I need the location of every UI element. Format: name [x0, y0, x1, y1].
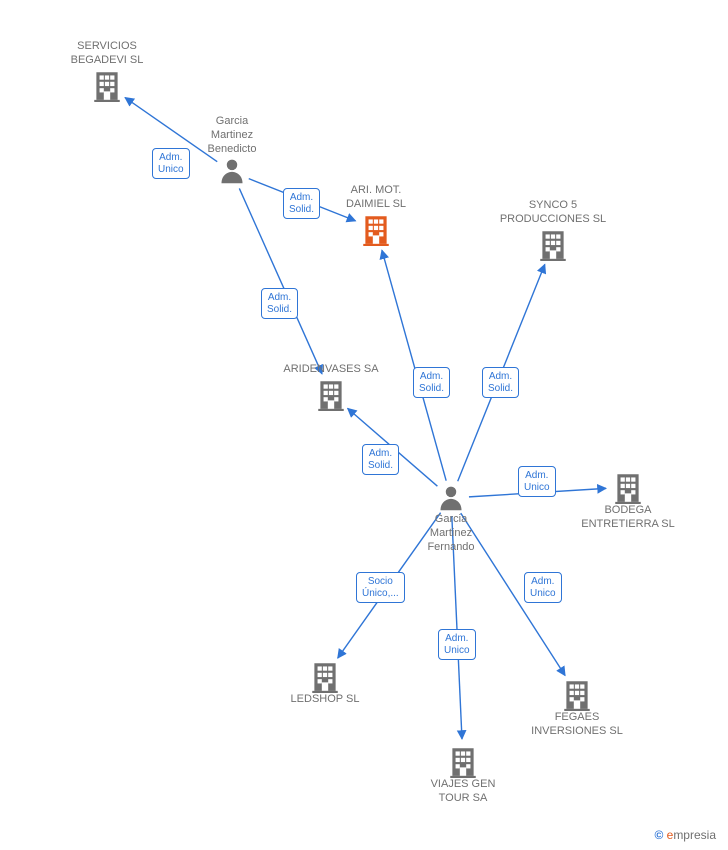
node-label: ARI. MOT. DAIMIEL SL	[346, 184, 406, 210]
company-node[interactable]: LEDSHOP SL	[255, 659, 395, 707]
company-node[interactable]: VIAJES GEN TOUR SA	[393, 744, 533, 806]
node-label: ARIDENVASES SA	[283, 363, 378, 375]
edge-label: Adm. Solid.	[482, 367, 519, 398]
company-node[interactable]: BODEGA ENTRETIERRA SL	[558, 470, 698, 532]
company-node[interactable]: ARI. MOT. DAIMIEL SL	[306, 184, 446, 246]
diagram-canvas: SERVICIOS BEGADEVI SL Garcia Martinez Ben…	[0, 0, 728, 850]
node-label: SYNCO 5 PRODUCCIONES SL	[500, 199, 606, 225]
brand-logo: empresia	[667, 828, 716, 842]
edge-label: Adm. Solid.	[261, 288, 298, 319]
edge-label: Socio Único,...	[356, 572, 405, 603]
node-label: LEDSHOP SL	[291, 693, 360, 705]
node-label: VIAJES GEN TOUR SA	[431, 778, 496, 804]
edge-label: Adm. Solid.	[362, 444, 399, 475]
edge-label: Adm. Solid.	[283, 188, 320, 219]
edge-label: Adm. Solid.	[413, 367, 450, 398]
edge-label: Adm. Unico	[152, 148, 190, 179]
node-label: SERVICIOS BEGADEVI SL	[71, 40, 144, 66]
node-label: FEGAES INVERSIONES SL	[531, 711, 623, 737]
edge-label: Adm. Unico	[438, 629, 476, 660]
node-label: Garcia Martinez Fernando	[427, 513, 474, 553]
company-node[interactable]: SYNCO 5 PRODUCCIONES SL	[483, 199, 623, 261]
company-node[interactable]: ARIDENVASES SA	[261, 363, 401, 411]
node-label: Garcia Martinez Benedicto	[208, 115, 257, 155]
company-node[interactable]: SERVICIOS BEGADEVI SL	[37, 40, 177, 102]
person-node[interactable]: Garcia Martinez Fernando	[381, 483, 521, 554]
node-label: BODEGA ENTRETIERRA SL	[581, 504, 675, 530]
copyright-symbol: ©	[654, 828, 663, 842]
company-node[interactable]: FEGAES INVERSIONES SL	[507, 677, 647, 739]
edge-label: Adm. Unico	[518, 466, 556, 497]
edge-label: Adm. Unico	[524, 572, 562, 603]
copyright: © empresia	[654, 828, 716, 842]
